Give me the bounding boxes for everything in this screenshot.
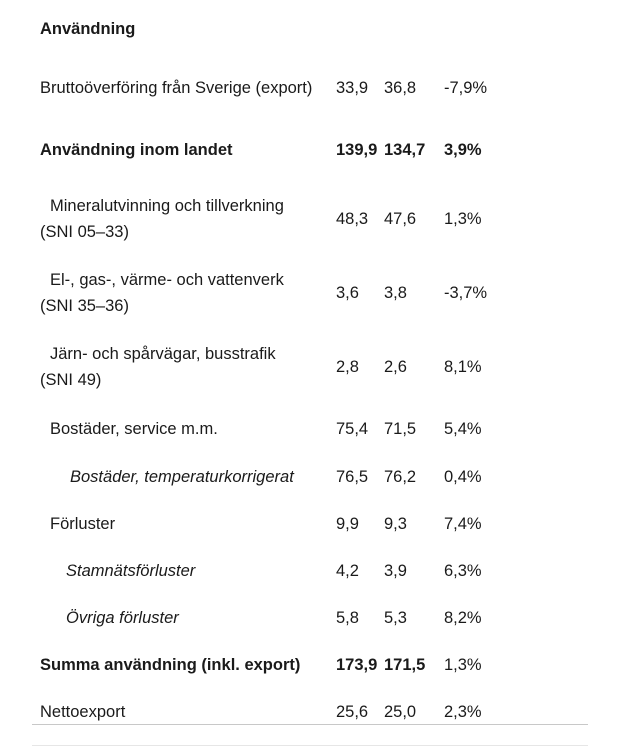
change-percent: 0,4% [444, 468, 482, 486]
row-label: Summa användning (inkl. export) [40, 656, 301, 674]
change-percent: 2,3% [444, 703, 482, 721]
value-col-1: 25,6 [336, 703, 369, 721]
section-divider [32, 745, 588, 746]
table-bottom-divider [32, 724, 588, 725]
table-row: Stamnätsförluster 4,2 3,9 6,3% [32, 548, 588, 594]
value-col-2: 47,6 [384, 210, 417, 228]
table-row: Mineralutvinning och tillverkning (SNI 05… [32, 182, 588, 256]
row-label: Bostäder, temperaturkorrigerat [70, 468, 294, 486]
value-col-1: 3,6 [336, 284, 359, 302]
table-row: Övriga förluster 5,8 5,3 8,2% [32, 594, 588, 642]
table-row: El-, gas-, värme- och vattenverk (SNI 35–… [32, 256, 588, 330]
value-col-2: 5,3 [384, 609, 407, 627]
table-row: Användning inom landet 139,9 134,7 3,9% [32, 118, 588, 182]
change-percent: 7,4% [444, 515, 482, 533]
change-percent: 8,2% [444, 609, 482, 627]
row-label: Bruttoöverföring från Sverige (export) [40, 79, 313, 97]
value-col-2: 36,8 [384, 79, 417, 97]
table-row: Järn- och spårvägar, busstrafik (SNI 49) … [32, 330, 588, 404]
change-percent: 1,3% [444, 656, 482, 674]
value-col-1: 5,8 [336, 609, 359, 627]
value-col-1: 48,3 [336, 210, 369, 228]
value-col-1: 33,9 [336, 79, 369, 97]
value-col-1: 9,9 [336, 515, 359, 533]
value-col-2: 25,0 [384, 703, 417, 721]
change-percent: 3,9% [444, 141, 482, 159]
usage-table-container: Användning Bruttoöverföring från Sverige… [32, 0, 588, 736]
table-row: Förluster 9,9 9,3 7,4% [32, 500, 588, 548]
value-col-2: 134,7 [384, 141, 426, 159]
change-percent: 8,1% [444, 358, 482, 376]
value-col-2: 2,6 [384, 358, 407, 376]
row-label: Stamnätsförluster [66, 562, 196, 580]
value-col-1: 75,4 [336, 420, 369, 438]
change-percent: 6,3% [444, 562, 482, 580]
value-col-2: 171,5 [384, 656, 426, 674]
value-col-2: 3,9 [384, 562, 407, 580]
change-percent: 1,3% [444, 210, 482, 228]
table-row: Bruttoöverföring från Sverige (export) 3… [32, 58, 588, 118]
usage-table: Användning Bruttoöverföring från Sverige… [32, 0, 588, 736]
value-col-1: 173,9 [336, 656, 378, 674]
value-col-1: 4,2 [336, 562, 359, 580]
section-heading: Användning [40, 20, 136, 38]
table-row: Bostäder, temperaturkorrigerat 76,5 76,2… [32, 454, 588, 500]
value-col-1: 76,5 [336, 468, 369, 486]
section-heading-row: Användning [32, 0, 588, 58]
row-label: Mineralutvinning och tillverkning (SNI 05… [40, 197, 284, 241]
change-percent: -7,9% [444, 79, 488, 97]
row-label: El-, gas-, värme- och vattenverk (SNI 35–… [40, 271, 284, 315]
change-percent: -3,7% [444, 284, 488, 302]
row-label: Förluster [50, 515, 116, 533]
row-label: Övriga förluster [66, 609, 179, 627]
table-row: Nettoexport 25,6 25,0 2,3% [32, 688, 588, 736]
table-row: Bostäder, service m.m. 75,4 71,5 5,4% [32, 404, 588, 454]
change-percent: 5,4% [444, 420, 482, 438]
row-label: Bostäder, service m.m. [50, 420, 218, 438]
value-col-1: 2,8 [336, 358, 359, 376]
value-col-2: 9,3 [384, 515, 407, 533]
row-label: Användning inom landet [40, 141, 233, 159]
value-col-1: 139,9 [336, 141, 378, 159]
table-row: Summa användning (inkl. export) 173,9 17… [32, 642, 588, 688]
row-label: Järn- och spårvägar, busstrafik (SNI 49) [40, 345, 276, 389]
value-col-2: 71,5 [384, 420, 417, 438]
row-label: Nettoexport [40, 703, 126, 721]
value-col-2: 76,2 [384, 468, 417, 486]
value-col-2: 3,8 [384, 284, 407, 302]
